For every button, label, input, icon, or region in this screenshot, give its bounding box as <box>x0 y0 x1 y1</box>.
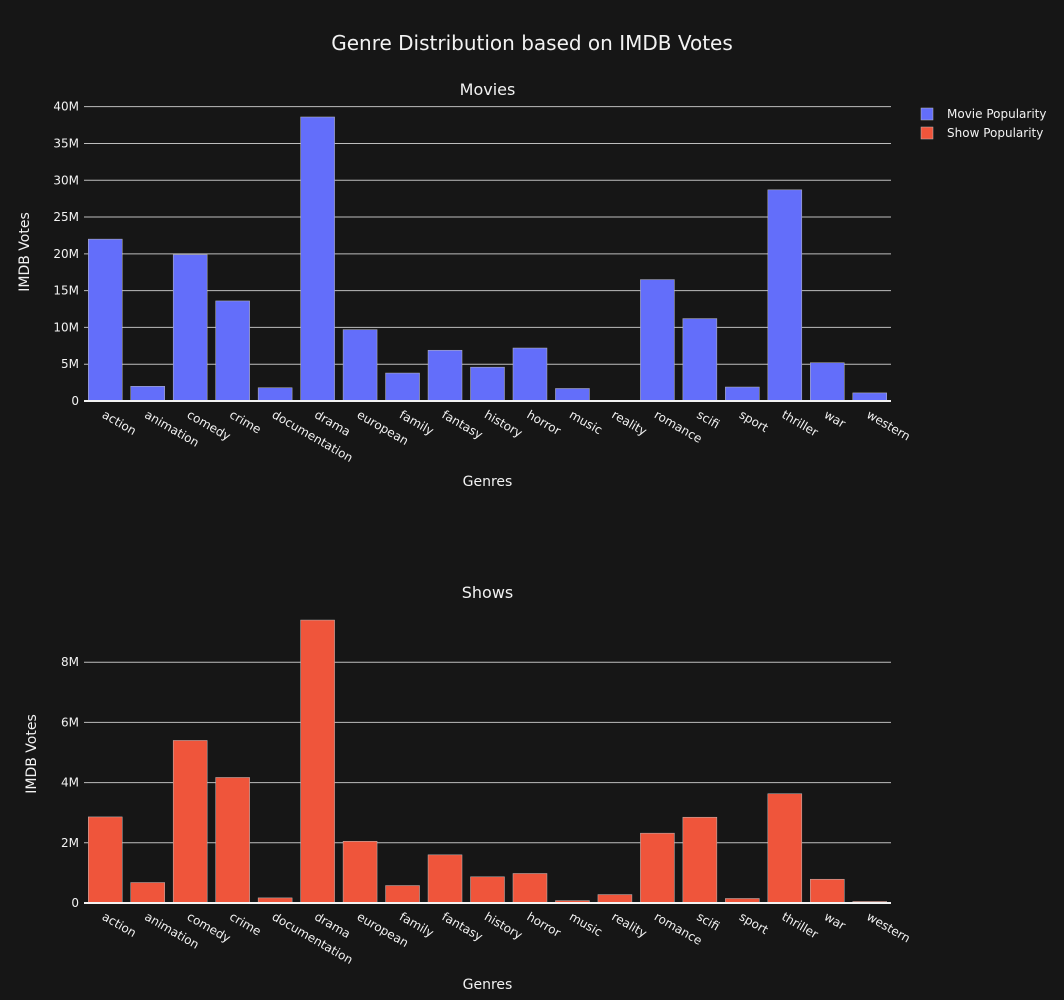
shows-bar-romance[interactable] <box>640 832 675 904</box>
shows-bar-action[interactable] <box>87 816 123 904</box>
shows-bar-horror[interactable] <box>512 873 548 904</box>
shows-x-tick-label: romance <box>652 909 705 947</box>
movies-y-tick-label: 15M <box>53 284 79 298</box>
movies-bar-family[interactable] <box>385 372 420 402</box>
legend-label: Show Popularity <box>947 126 1043 140</box>
movies-bar-sport[interactable] <box>725 386 760 402</box>
movies-bar-western[interactable] <box>852 392 888 402</box>
movies-y-axis-title: IMDB Votes <box>17 212 33 292</box>
movies-x-axis-title: Genres <box>463 474 513 490</box>
shows-x-tick-label: sport <box>737 909 771 937</box>
chart-title: Genre Distribution based on IMDB Votes <box>331 31 733 55</box>
legend-swatch <box>920 107 934 121</box>
shows-bar-european[interactable] <box>342 841 378 904</box>
legend-label: Movie Popularity <box>947 107 1046 121</box>
shows-y-tick-label: 2M <box>61 836 79 850</box>
movies-x-tick-label: scifi <box>694 407 722 431</box>
shows-x-axis-title: Genres <box>463 977 513 993</box>
shows-y-tick-label: 4M <box>61 776 79 790</box>
movies-x-tick-label: sport <box>737 407 771 435</box>
shows-bar-reality[interactable] <box>597 894 633 904</box>
movies-bar-comedy[interactable] <box>172 254 208 402</box>
shows-x-tick-label: scifi <box>694 909 722 933</box>
movies-x-tick-label: war <box>822 407 848 430</box>
shows-x-tick-label: music <box>567 909 605 939</box>
legend-swatch <box>920 126 934 140</box>
shows-subplot-title: Shows <box>462 583 514 602</box>
shows-x-tick-label: crime <box>227 909 263 938</box>
shows-bar-crime[interactable] <box>215 777 250 904</box>
movies-bar-scifi[interactable] <box>682 318 718 402</box>
movies-x-tick-label: thriller <box>779 407 820 439</box>
shows-x-tick-label: war <box>822 909 848 932</box>
shows-bar-animation[interactable] <box>130 882 165 904</box>
movies-bar-war[interactable] <box>810 362 845 402</box>
shows-x-tick-label: thriller <box>779 909 820 941</box>
movies-bar-history[interactable] <box>470 366 505 402</box>
movies-bar-thriller[interactable] <box>767 189 803 402</box>
movies-x-tick-label: horror <box>524 407 563 437</box>
shows-x-tick-label: fantasy <box>440 909 486 943</box>
legend-item-show-popularity[interactable]: Show Popularity <box>920 126 1043 140</box>
shows-y-tick-label: 8M <box>61 655 79 669</box>
movies-y-tick-label: 25M <box>53 210 79 224</box>
movies-bar-fantasy[interactable] <box>427 349 463 402</box>
shows-bar-drama[interactable] <box>300 619 335 904</box>
shows-y-tick-label: 6M <box>61 715 79 729</box>
legend-item-movie-popularity[interactable]: Movie Popularity <box>920 107 1046 121</box>
movies-x-tick-label: history <box>482 407 525 440</box>
movies-x-tick-label: fantasy <box>440 407 486 441</box>
movies-x-tick-label: romance <box>652 407 705 445</box>
movies-bar-horror[interactable] <box>512 347 548 402</box>
movies-bar-music[interactable] <box>555 388 590 402</box>
shows-bar-thriller[interactable] <box>767 793 803 904</box>
movies-x-tick-label: reality <box>609 407 649 438</box>
movies-subplot-title: Movies <box>460 80 516 99</box>
shows-x-tick-label: western <box>864 909 912 945</box>
shows-x-tick-label: history <box>482 909 525 942</box>
movies-bar-drama[interactable] <box>300 116 335 402</box>
movies-x-tick-label: music <box>567 407 605 437</box>
legend[interactable]: Movie Popularity Show Popularity <box>920 107 1046 140</box>
shows-bar-war[interactable] <box>810 878 845 904</box>
movies-y-tick-label: 35M <box>53 136 79 150</box>
shows-bar-comedy[interactable] <box>172 740 208 904</box>
movies-y-tick-label: 0 <box>71 394 79 408</box>
shows-bar-scifi[interactable] <box>682 816 718 904</box>
shows-bar-fantasy[interactable] <box>427 854 463 904</box>
movies-bar-animation[interactable] <box>130 386 165 402</box>
movies-bar-romance[interactable] <box>640 279 675 402</box>
movies-x-tick-label: crime <box>227 407 263 436</box>
movies-x-tick-label: western <box>864 407 912 443</box>
shows-x-tick-label: action <box>100 909 139 940</box>
shows-bar-history[interactable] <box>470 876 505 904</box>
movies-bar-action[interactable] <box>87 238 123 402</box>
movies-bar-european[interactable] <box>342 329 378 402</box>
shows-bar-family[interactable] <box>385 885 420 904</box>
shows-x-tick-label: horror <box>524 909 563 939</box>
shows-y-axis-title: IMDB Votes <box>24 714 40 794</box>
shows-y-tick-label: 0 <box>71 896 79 910</box>
movies-y-tick-label: 10M <box>53 320 79 334</box>
movies-bar-documentation[interactable] <box>257 387 293 402</box>
movies-y-tick-label: 20M <box>53 247 79 261</box>
movies-y-tick-label: 40M <box>53 100 79 114</box>
shows-x-tick-label: reality <box>609 909 649 940</box>
movies-y-tick-label: 30M <box>53 173 79 187</box>
movies-y-tick-label: 5M <box>61 357 79 371</box>
movies-bar-crime[interactable] <box>215 300 250 402</box>
movies-x-tick-label: action <box>100 407 139 438</box>
